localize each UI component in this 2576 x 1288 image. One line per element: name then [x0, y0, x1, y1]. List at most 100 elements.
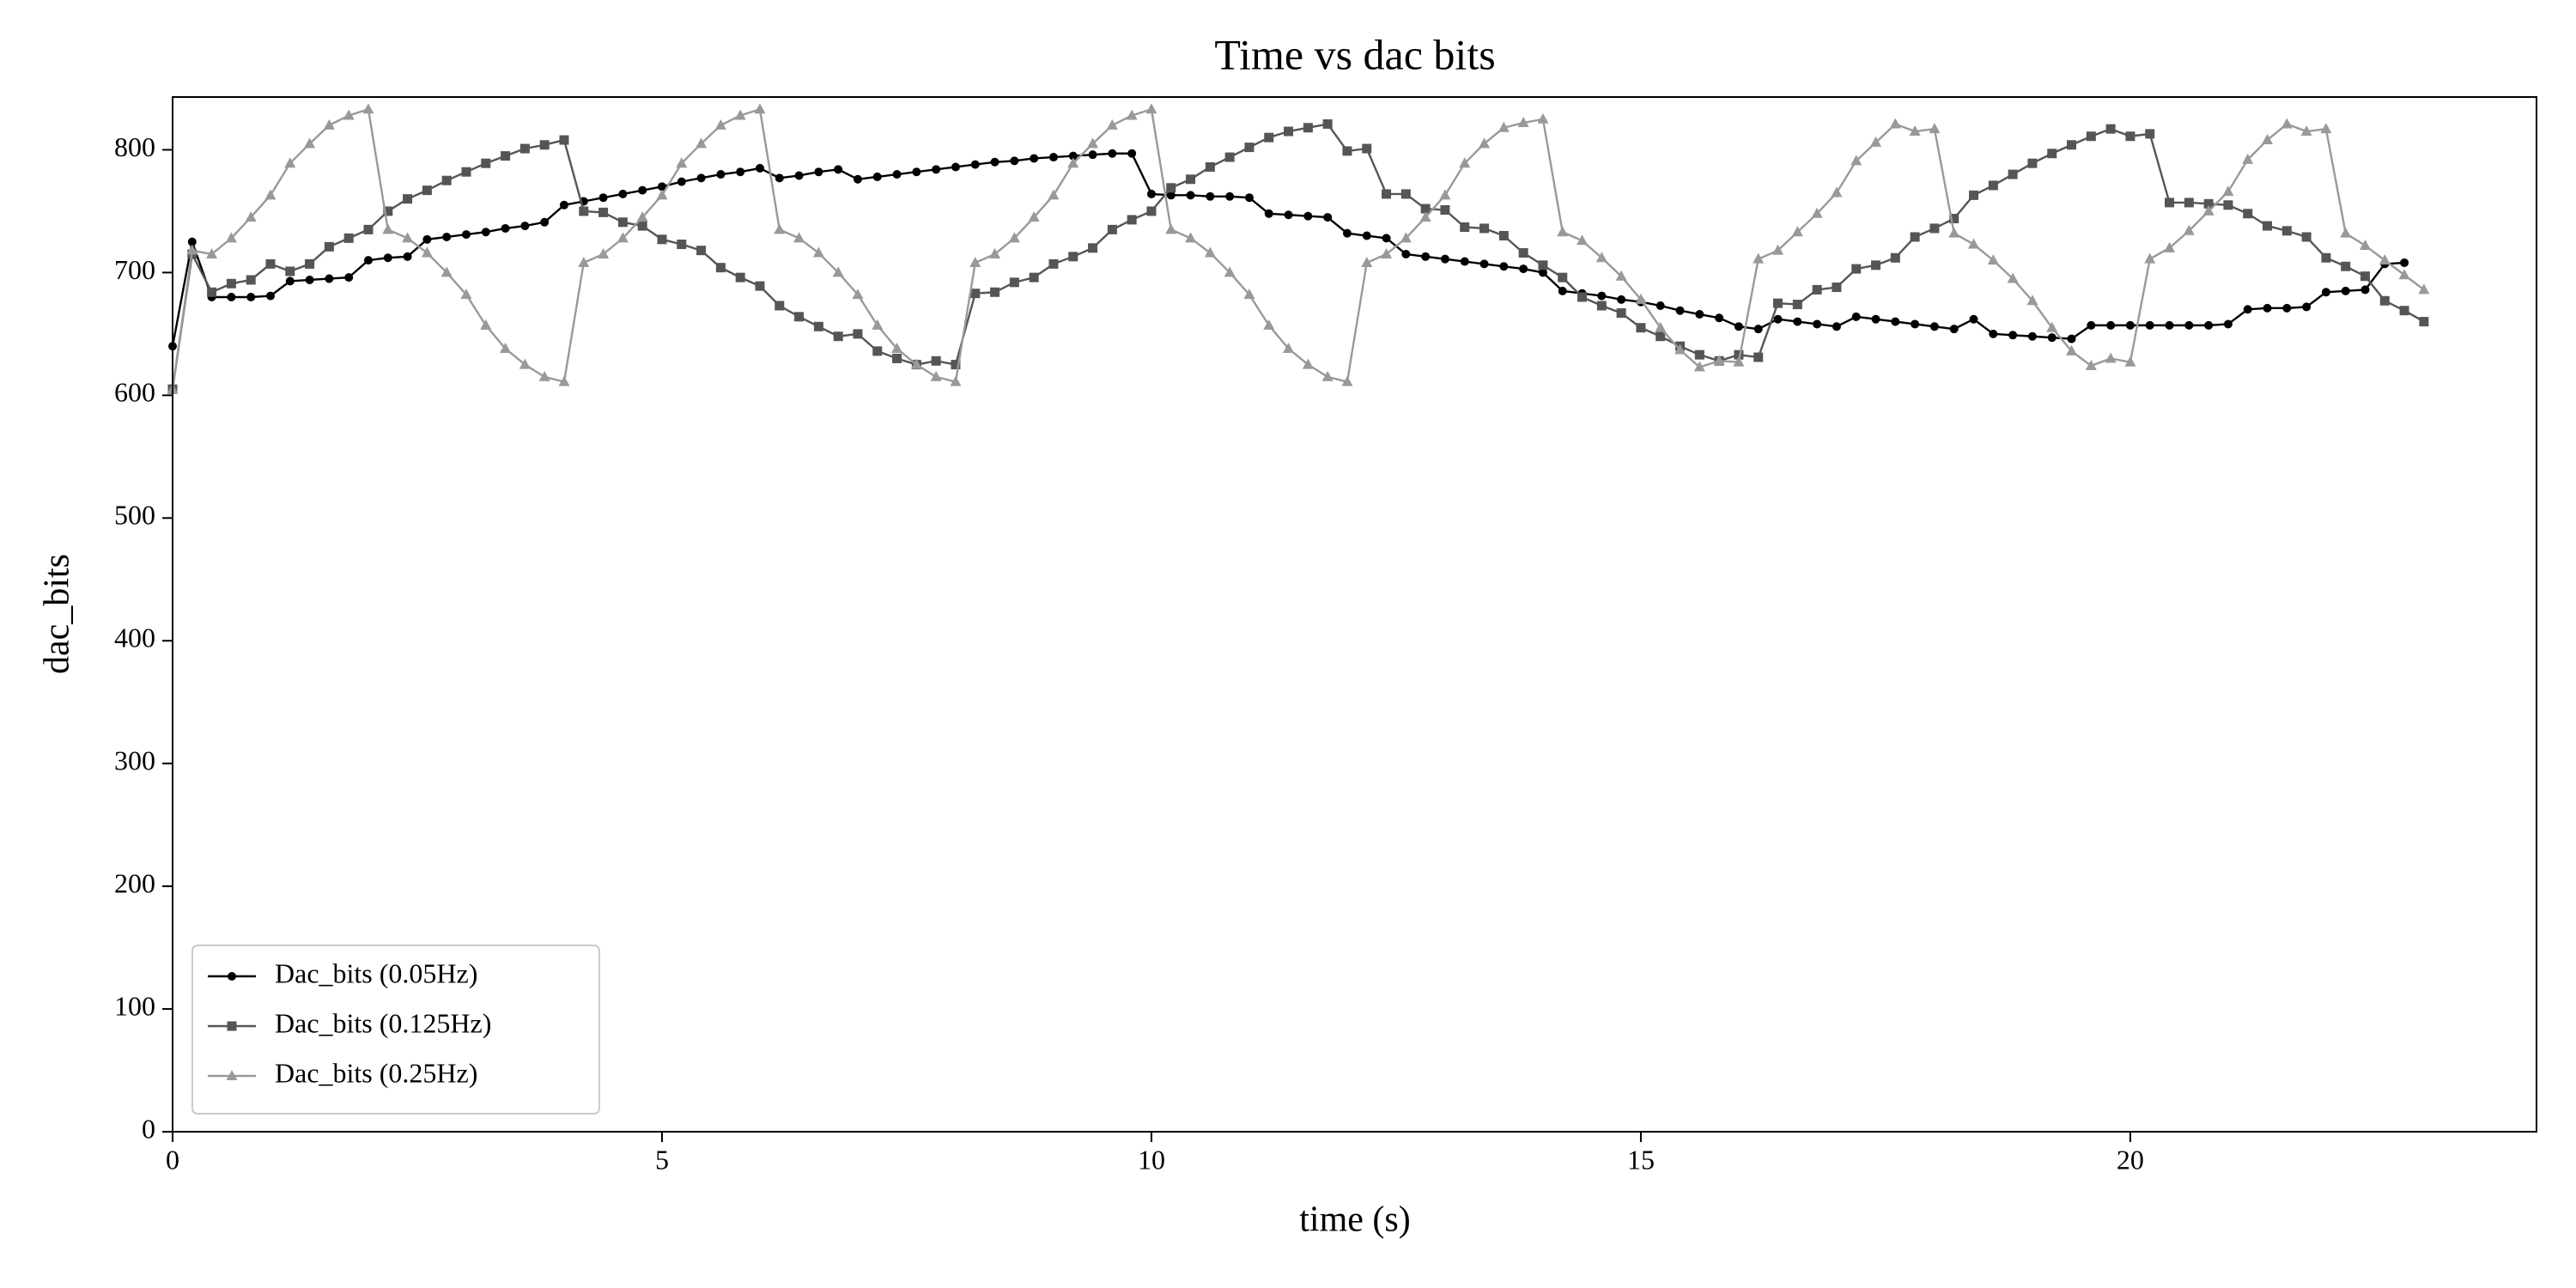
marker [1224, 266, 1236, 277]
marker [1929, 123, 1941, 134]
marker [1087, 137, 1099, 149]
marker [2341, 286, 2350, 295]
marker [540, 217, 550, 227]
marker [1889, 118, 1901, 129]
marker [754, 103, 766, 114]
marker [343, 109, 355, 120]
marker [461, 230, 471, 240]
marker [2026, 295, 2038, 306]
legend-label: Dac_bits (0.125Hz) [275, 1007, 491, 1038]
marker [1577, 292, 1588, 302]
marker [1382, 234, 1391, 243]
marker [951, 162, 960, 172]
marker [1323, 213, 1333, 222]
x-tick-label: 0 [166, 1144, 179, 1175]
marker [2164, 241, 2176, 252]
marker [1850, 155, 1862, 166]
marker [950, 375, 962, 386]
marker [1595, 252, 1607, 263]
marker [2341, 261, 2351, 271]
marker [207, 287, 217, 297]
marker [2046, 321, 2058, 332]
marker [305, 258, 315, 269]
marker [932, 165, 941, 174]
marker [2301, 232, 2312, 242]
marker [2145, 129, 2155, 139]
marker [440, 266, 453, 277]
marker [325, 274, 334, 283]
marker [1832, 283, 1842, 293]
marker [285, 266, 295, 276]
marker [1342, 146, 1352, 156]
marker [2223, 319, 2233, 329]
marker [1812, 284, 1822, 295]
marker [1088, 243, 1098, 253]
marker [422, 234, 432, 244]
marker [1910, 232, 1920, 242]
marker [1048, 258, 1059, 269]
marker [1988, 180, 1998, 191]
marker [2242, 153, 2254, 164]
marker [1068, 252, 1078, 262]
marker [1948, 227, 1960, 238]
marker [2360, 285, 2370, 295]
marker [2360, 271, 2371, 282]
marker [1224, 152, 1235, 162]
marker [2300, 125, 2312, 137]
marker [2165, 320, 2174, 330]
marker [2008, 169, 2018, 179]
marker [186, 244, 198, 255]
marker [793, 232, 805, 243]
marker [1635, 293, 1647, 304]
marker [402, 232, 414, 243]
marker [716, 170, 726, 179]
marker [1028, 211, 1040, 222]
marker [2184, 320, 2194, 330]
marker [618, 189, 628, 198]
marker [2106, 320, 2116, 330]
marker [833, 331, 843, 342]
marker [1969, 190, 1979, 200]
marker [2066, 344, 2078, 355]
marker [187, 237, 197, 246]
y-tick-label: 200 [114, 867, 155, 898]
marker [1284, 126, 1294, 137]
marker [617, 217, 628, 228]
marker [1517, 117, 1529, 128]
marker [1499, 262, 1509, 271]
x-axis-label: time (s) [1299, 1200, 1410, 1240]
marker [1008, 232, 1020, 243]
marker [812, 246, 824, 258]
marker [912, 167, 921, 177]
marker [1460, 257, 1469, 266]
marker [2281, 226, 2292, 236]
marker [1264, 132, 1274, 143]
marker [1519, 264, 1528, 274]
marker [598, 207, 609, 217]
marker [1263, 319, 1275, 330]
marker [2320, 123, 2332, 134]
marker [755, 281, 765, 291]
marker [734, 109, 746, 120]
marker [1126, 109, 1138, 120]
marker [1401, 249, 1411, 258]
marker [2340, 227, 2352, 238]
marker [853, 174, 862, 184]
marker [539, 140, 550, 150]
marker [1206, 191, 1215, 201]
marker [441, 175, 452, 185]
marker [1831, 186, 1843, 197]
marker [1106, 118, 1118, 130]
marker [2144, 252, 2156, 264]
marker [2184, 197, 2194, 208]
marker [481, 228, 490, 237]
marker [2282, 303, 2292, 313]
marker [696, 246, 707, 256]
marker [1010, 156, 1019, 166]
x-tick-label: 10 [1138, 1144, 1165, 1175]
marker [500, 343, 512, 354]
marker [2085, 360, 2097, 371]
marker [2263, 221, 2273, 231]
marker [1871, 314, 1880, 324]
marker [1911, 319, 1920, 329]
